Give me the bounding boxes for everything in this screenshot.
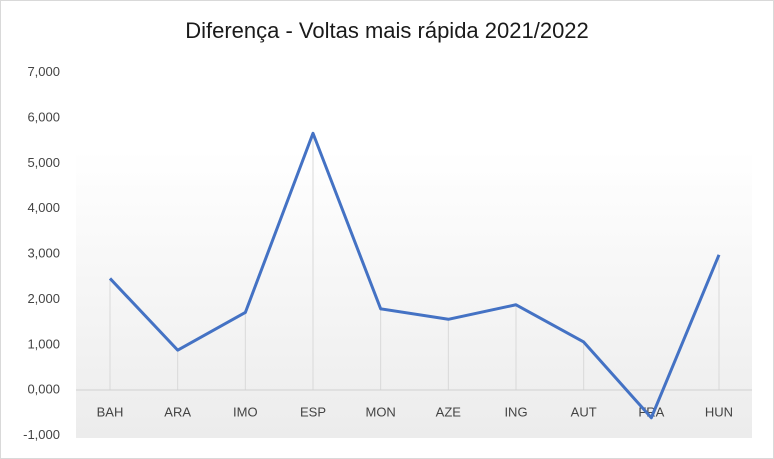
y-tick-label: 5,000 (27, 155, 60, 170)
y-tick-label: 6,000 (27, 109, 60, 124)
y-tick-label: 4,000 (27, 200, 60, 215)
x-tick-label: MON (365, 405, 395, 420)
x-tick-label: AZE (436, 405, 462, 420)
x-axis: BAH ARA IMO ESP MON AZE ING AUT FRA HUN (97, 405, 733, 420)
y-tick-label: 0,000 (27, 382, 60, 397)
x-tick-label: ING (504, 405, 527, 420)
y-tick-label: -1,000 (23, 427, 60, 442)
y-axis: -1,000 0,000 1,000 2,000 3,000 4,000 5,000 6,00… (23, 64, 60, 442)
y-tick-label: 3,000 (27, 246, 60, 261)
chart-title: Diferença - Voltas mais rápida 2021/2022 (185, 18, 589, 43)
series-line (108, 131, 721, 420)
y-tick-label: 1,000 (27, 336, 60, 351)
x-tick-label: IMO (233, 405, 258, 420)
x-tick-label: ESP (300, 405, 326, 420)
x-tick-label: AUT (571, 405, 597, 420)
x-tick-label: ARA (164, 405, 191, 420)
y-tick-label: 7,000 (27, 64, 60, 79)
x-tick-label: BAH (97, 405, 124, 420)
x-tick-label: HUN (705, 405, 733, 420)
drop-lines (109, 133, 720, 390)
plot-area-background (76, 150, 752, 438)
y-tick-label: 2,000 (27, 291, 60, 306)
